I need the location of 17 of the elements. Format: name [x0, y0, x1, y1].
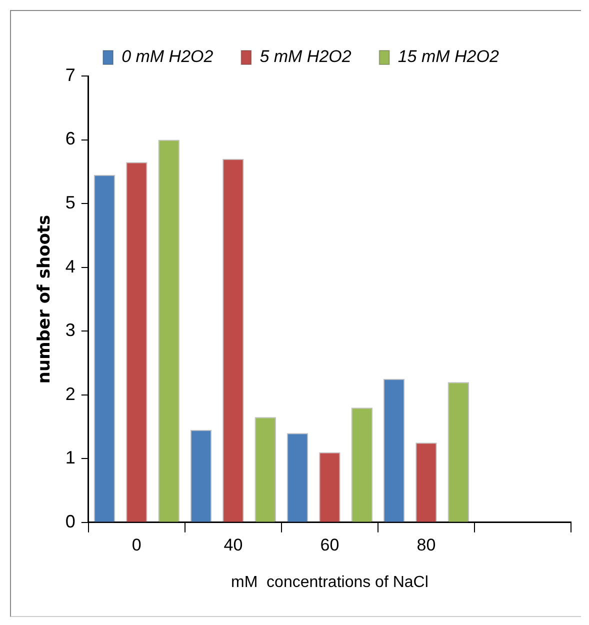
x-tick-label: 0 [132, 535, 142, 554]
y-tick-label: 1 [65, 448, 76, 468]
legend-label: 5 mM H2O2 [260, 47, 352, 66]
y-tick-label: 2 [65, 384, 76, 404]
y-tick-label: 4 [65, 256, 76, 276]
y-tick-label: 0 [65, 511, 76, 532]
y-tick-label: 3 [65, 320, 76, 340]
y-tick-label: 6 [65, 128, 76, 149]
legend-label: 0 mM H2O2 [122, 47, 214, 66]
x-tick-label: 40 [224, 535, 243, 554]
y-axis-title: number of shoots [34, 214, 55, 384]
x-axis-title: mM concentrations of NaCl [231, 574, 428, 591]
y-tick-label: 5 [65, 192, 76, 213]
y-tick-label: 7 [65, 64, 76, 85]
x-tick-label: 60 [320, 535, 340, 554]
x-tick-label: 80 [416, 535, 436, 554]
legend-label: 15 mM H2O2 [398, 47, 500, 66]
